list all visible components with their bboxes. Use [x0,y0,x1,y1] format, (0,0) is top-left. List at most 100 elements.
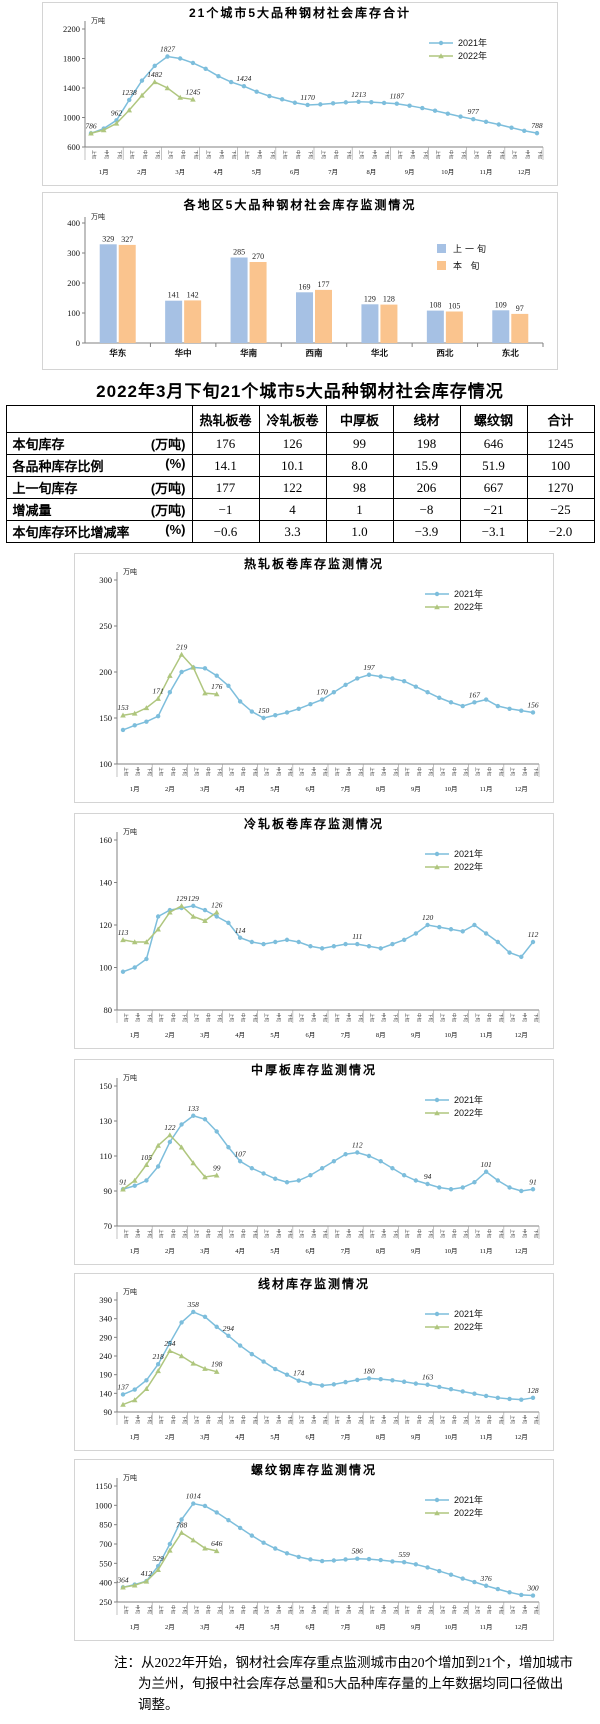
svg-text:上旬: 上旬 [333,1013,340,1022]
svg-text:141: 141 [168,291,180,300]
table-cell: 99 [325,432,394,455]
svg-text:3月: 3月 [200,785,210,793]
svg-text:下旬: 下旬 [192,150,199,159]
x-axis-labels: 上旬 中旬 下旬 上旬 中旬 下旬 上旬 中旬 下旬 上旬 中旬 下旬 上旬 中旬 下旬 上旬 中旬 下旬 上旬 中旬… [116,1412,540,1441]
svg-text:中旬: 中旬 [310,1013,317,1022]
chart-cold-rolled-panel: 冷轧板卷库存监测情况 万吨 80 100 120 140 160 上旬 中旬 下旬 上旬 中旬 下旬 上旬… [74,813,554,1049]
table-cell: −0.6 [191,520,260,543]
svg-text:977: 977 [468,107,480,116]
svg-text:各地区5大品种钢材社会库存监测情况: 各地区5大品种钢材社会库存监测情况 [183,197,417,212]
svg-text:中旬: 中旬 [380,1605,387,1614]
table-cell: 51.9 [459,454,528,477]
svg-text:4月: 4月 [235,1433,245,1441]
svg-text:177: 177 [318,280,330,289]
svg-text:中旬: 中旬 [451,1415,458,1424]
svg-text:中旬: 中旬 [521,767,528,776]
svg-text:下旬: 下旬 [322,1415,329,1424]
svg-text:2月: 2月 [165,1031,175,1039]
svg-text:下旬: 下旬 [251,1415,258,1424]
svg-text:下旬: 下旬 [146,1605,153,1614]
bar [184,300,202,343]
svg-text:上旬: 上旬 [158,1229,165,1238]
svg-text:下旬: 下旬 [181,1229,188,1238]
svg-text:下旬: 下旬 [497,1013,504,1022]
table-cell: −21 [459,498,528,521]
svg-text:下旬: 下旬 [269,150,276,159]
svg-text:中旬: 中旬 [169,1605,176,1614]
col-header: 中厚板 [325,405,394,433]
svg-text:上旬: 上旬 [369,1229,376,1238]
svg-text:上旬: 上旬 [369,1415,376,1424]
table-row: 增减量 (万吨) −1 4 1 −8 −21 −25 [5,498,595,521]
svg-text:中旬: 中旬 [134,767,141,776]
svg-text:12月: 12月 [515,1433,528,1441]
svg-text:上旬: 上旬 [298,767,305,776]
svg-text:中旬: 中旬 [345,1415,352,1424]
svg-text:上旬: 上旬 [404,1605,411,1614]
svg-text:1月: 1月 [130,1433,140,1441]
svg-text:下旬: 下旬 [357,1605,364,1614]
svg-text:3月: 3月 [200,1623,210,1631]
svg-text:2021年: 2021年 [454,1094,483,1105]
bar [118,244,136,343]
bar [230,257,248,343]
svg-text:下旬: 下旬 [287,1013,294,1022]
svg-text:99: 99 [213,1163,221,1172]
svg-text:5月: 5月 [270,1247,280,1255]
svg-text:9月: 9月 [411,1623,421,1631]
bar [492,310,510,343]
svg-text:197: 197 [363,663,375,672]
table-cell: −1 [191,498,260,521]
series-2022年: 788 646 [120,1521,223,1590]
svg-text:万吨: 万吨 [123,1073,137,1082]
svg-text:5月: 5月 [252,168,262,176]
svg-text:下旬: 下旬 [357,1013,364,1022]
svg-text:9月: 9月 [411,785,421,793]
svg-text:下旬: 下旬 [392,767,399,776]
svg-text:下旬: 下旬 [427,767,434,776]
svg-text:200: 200 [67,278,80,288]
svg-text:12月: 12月 [515,1031,528,1039]
svg-text:294: 294 [223,1324,235,1333]
svg-text:4月: 4月 [214,168,224,176]
svg-text:786: 786 [85,121,97,130]
svg-text:122: 122 [164,1123,176,1132]
svg-text:700: 700 [99,1539,112,1549]
svg-text:1月: 1月 [130,1247,140,1255]
svg-text:中旬: 中旬 [447,150,454,159]
chart-hot-rolled-coil: 热轧板卷库存监测情况万吨100150200250300上旬 中旬 下旬 上旬 中旬 下旬上… [99,556,540,793]
svg-text:华东: 华东 [109,348,127,358]
svg-text:中旬: 中旬 [134,1229,141,1238]
svg-text:150: 150 [258,706,270,715]
svg-text:376: 376 [480,1574,493,1583]
svg-text:120: 120 [99,920,112,930]
series-2021年: 129 114 111 120 112 [120,894,539,974]
svg-text:140: 140 [99,878,112,888]
svg-text:下旬: 下旬 [462,1605,469,1614]
table-cell: −25 [526,498,595,521]
svg-text:1月: 1月 [99,168,109,176]
svg-text:5月: 5月 [270,1433,280,1441]
svg-text:上一旬: 上一旬 [453,243,489,254]
svg-text:中旬: 中旬 [310,1605,317,1614]
svg-text:9月: 9月 [411,1031,421,1039]
series-2022年: 113 129 126 [118,894,223,945]
svg-text:上旬: 上旬 [320,150,327,159]
svg-text:下旬: 下旬 [533,767,540,776]
svg-text:上旬: 上旬 [509,1013,516,1022]
svg-text:中旬: 中旬 [345,767,352,776]
col-header: 合计 [526,405,595,433]
svg-text:上旬: 上旬 [404,1013,411,1022]
svg-text:下旬: 下旬 [287,1229,294,1238]
svg-text:113: 113 [118,928,129,937]
svg-text:下旬: 下旬 [181,1013,188,1022]
svg-text:下旬: 下旬 [497,1415,504,1424]
col-header [5,405,193,433]
svg-text:6月: 6月 [290,168,300,176]
svg-text:中旬: 中旬 [451,1013,458,1022]
legend: 2021年 2022年 [425,1494,483,1518]
svg-text:240: 240 [99,1351,112,1361]
svg-text:中旬: 中旬 [169,1229,176,1238]
svg-text:126: 126 [211,900,223,909]
